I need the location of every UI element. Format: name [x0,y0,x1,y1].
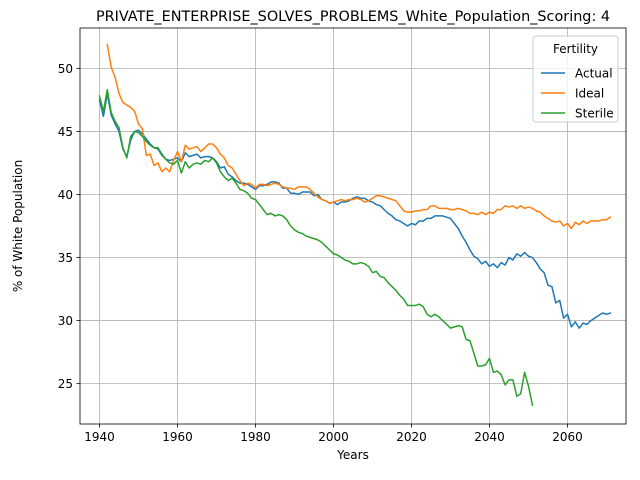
chart-title: PRIVATE_ENTERPRISE_SOLVES_PROBLEMS_White… [96,9,610,25]
y-axis-label: % of White Population [11,160,25,292]
legend-label-sterile: Sterile [575,107,614,121]
legend-label-ideal: Ideal [575,87,604,101]
series-line-actual [98,92,612,329]
legend-entries: Actual Ideal Sterile [541,67,614,121]
plot-frame [79,27,627,425]
legend-label-actual: Actual [575,67,613,81]
x-tick-label: 2020 [396,430,427,444]
axis-ticks: 1940 1960 1980 2000 2020 2040 2060 25 30 35 40 45 50 [58,62,583,444]
legend: Fertility Actual Ideal Sterile [532,35,619,123]
x-tick-label: 1940 [84,430,115,444]
x-tick-label: 2060 [552,430,583,444]
y-tick-label: 40 [58,188,73,202]
y-tick-label: 45 [58,125,73,139]
x-tick-label: 2040 [474,430,505,444]
series-lines [98,43,612,406]
y-tick-label: 30 [58,314,73,328]
legend-title: Fertility [553,42,598,56]
grid [80,28,626,424]
series-line-sterile [98,89,534,406]
x-axis-label: Years [336,448,369,462]
x-tick-label: 1980 [240,430,271,444]
y-tick-label: 35 [58,251,73,265]
x-tick-label: 1960 [162,430,193,444]
series-line-ideal [106,43,612,230]
y-tick-label: 25 [58,377,73,391]
x-tick-label: 2000 [318,430,349,444]
y-tick-label: 50 [58,62,73,76]
legend-box [532,35,619,123]
